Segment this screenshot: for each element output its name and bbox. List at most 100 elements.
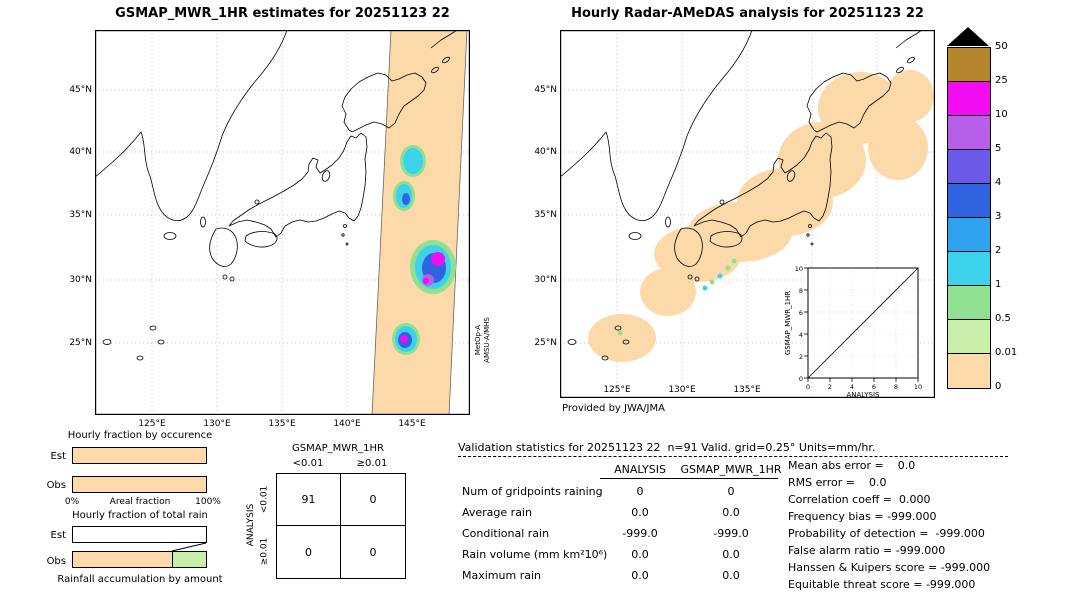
contingency-col-header: GSMAP_MWR_1HR (292, 443, 384, 454)
stats-value-analysis: -999.0 (622, 527, 658, 540)
lat-label: 45°N (534, 85, 557, 95)
totalrain-est-bar (72, 526, 207, 543)
stats-value-analysis: 0.0 (631, 506, 649, 519)
axis-min-label: 0% (64, 497, 80, 507)
score-line: Probability of detection = -999.000 (788, 527, 985, 540)
lat-label: 25°N (69, 338, 92, 348)
right-map: 0 2 4 6 8 10 0 2 4 6 8 10 ANALYSIS GSMAP… (560, 30, 935, 398)
score-line: Correlation coeff = 0.000 (788, 493, 931, 506)
left-map-title: GSMAP_MWR_1HR estimates for 20251123 22 (115, 6, 450, 21)
satellite-swath (371, 30, 468, 415)
inset-y-tick-label: 10 (795, 265, 803, 273)
stats-row-label: Rain volume (mm km²10⁶) (462, 548, 608, 561)
contingency-cell: 0 (341, 474, 405, 526)
stats-value-analysis: 0.0 (631, 569, 649, 582)
score-line: Mean abs error = 0.0 (788, 459, 916, 472)
lon-label: 130°E (203, 419, 231, 429)
colorbar-band (948, 218, 990, 252)
inset-scatter-plot: 0 2 4 6 8 10 0 2 4 6 8 10 ANALYSIS GSMAP… (784, 265, 922, 398)
contingency-cell: 0 (369, 545, 377, 559)
score-line: RMS error = 0.0 (788, 476, 887, 489)
colorbar-tick-label: 50 (995, 41, 1008, 52)
stats-row-label: Num of gridpoints raining (462, 485, 603, 498)
inset-diagonal (807, 267, 919, 379)
inset-y-tick-label: 8 (799, 287, 803, 295)
bar-connector (171, 543, 207, 551)
contingency-col-label: ≥0.01 (356, 458, 388, 469)
colorbar-tick-label: 3 (995, 211, 1002, 222)
colorbar-tick-label: 25 (995, 75, 1008, 86)
rain-cell-middle (410, 240, 456, 294)
stats-value-gsmap: 0.0 (722, 548, 740, 561)
colorbar-band (948, 320, 990, 354)
stats-col-header: ANALYSIS (614, 463, 666, 476)
lon-label: 140°E (333, 419, 361, 429)
bar-row-label: Obs (46, 480, 66, 491)
rain-cell-north (393, 145, 426, 211)
colorbar-tick-label: 0 (995, 381, 1002, 392)
stats-separator (458, 456, 1008, 457)
inset-x-tick-label: 2 (828, 383, 832, 391)
left-map (95, 30, 470, 415)
inset-xlabel: ANALYSIS (846, 391, 880, 398)
colorbar-tick-label: 10 (995, 109, 1008, 120)
stats-header-underline (600, 478, 778, 479)
right-map-title: Hourly Radar-AMeDAS analysis for 2025112… (571, 6, 924, 21)
totalrain-obs-bar (72, 551, 207, 568)
stats-value-gsmap: 0 (727, 485, 735, 498)
lat-label: 30°N (534, 275, 557, 285)
contingency-cell: 0 (277, 526, 341, 578)
contingency-row-label: ≥0.01 (259, 537, 270, 566)
inset-x-tick-label: 6 (872, 383, 876, 391)
obs-total-segment-light (172, 552, 206, 567)
colorbar-tick-label: 0.5 (995, 313, 1011, 324)
colorbar-over-arrow (947, 27, 989, 46)
colorbar (947, 47, 991, 389)
occurrence-title: Hourly fraction by occurence (67, 430, 213, 441)
colorbar-band (948, 184, 990, 218)
inset-y-tick-label: 2 (799, 353, 803, 361)
axis-max-label: 100% (195, 497, 221, 507)
lon-label: 135°E (733, 385, 761, 395)
colorbar-band (948, 82, 990, 116)
lat-label: 40°N (69, 147, 92, 157)
inset-ylabel: GSMAP_MWR_1HR (784, 291, 792, 355)
lat-label: 45°N (69, 85, 92, 95)
stats-row-label: Average rain (462, 506, 532, 519)
bar-row-label: Est (50, 451, 66, 462)
inset-y-tick-label: 6 (799, 309, 803, 317)
colorbar-tick-label: 5 (995, 143, 1002, 154)
coastline (95, 30, 458, 361)
colorbar-band (948, 286, 990, 320)
score-line: Frequency bias = -999.000 (788, 510, 937, 523)
contingency-cell: 91 (277, 474, 341, 526)
colorbar-band (948, 116, 990, 150)
lon-label: 125°E (138, 419, 166, 429)
totalrain-caption: Rainfall accumulation by amount (57, 574, 223, 585)
colorbar-band (948, 252, 990, 286)
obs-total-segment-trace (73, 552, 172, 567)
occurrence-est-bar (72, 447, 207, 464)
inset-y-tick-label: 4 (799, 331, 803, 339)
stats-value-analysis: 0 (636, 485, 644, 498)
axis-title: Areal fraction (109, 497, 171, 507)
colorbar-tick-label: 2 (995, 245, 1002, 256)
inset-x-tick-label: 4 (850, 383, 854, 391)
satellite-sensor-label: MetOp-A AMSU-A/MHS (474, 295, 494, 385)
radar-rain-specks (617, 258, 737, 336)
credit-label: Provided by JWA/JMA (562, 403, 665, 414)
stats-value-analysis: 0.0 (631, 548, 649, 561)
stats-value-gsmap: -999.0 (713, 527, 749, 540)
lat-label: 35°N (534, 210, 557, 220)
instrument-name: AMSU-A/MHS (483, 317, 491, 363)
inset-x-tick-label: 10 (914, 383, 922, 391)
inset-x-tick-label: 8 (894, 383, 898, 391)
occurrence-obs-bar (72, 476, 207, 493)
stats-row-label: Maximum rain (462, 569, 541, 582)
contingency-col-label: <0.01 (292, 458, 324, 469)
lon-label: 125°E (603, 385, 631, 395)
colorbar-tick-label: 1 (995, 279, 1002, 290)
contingency-table: 91 0 0 0 (276, 473, 406, 579)
inset-y-tick-label: 0 (799, 375, 803, 383)
